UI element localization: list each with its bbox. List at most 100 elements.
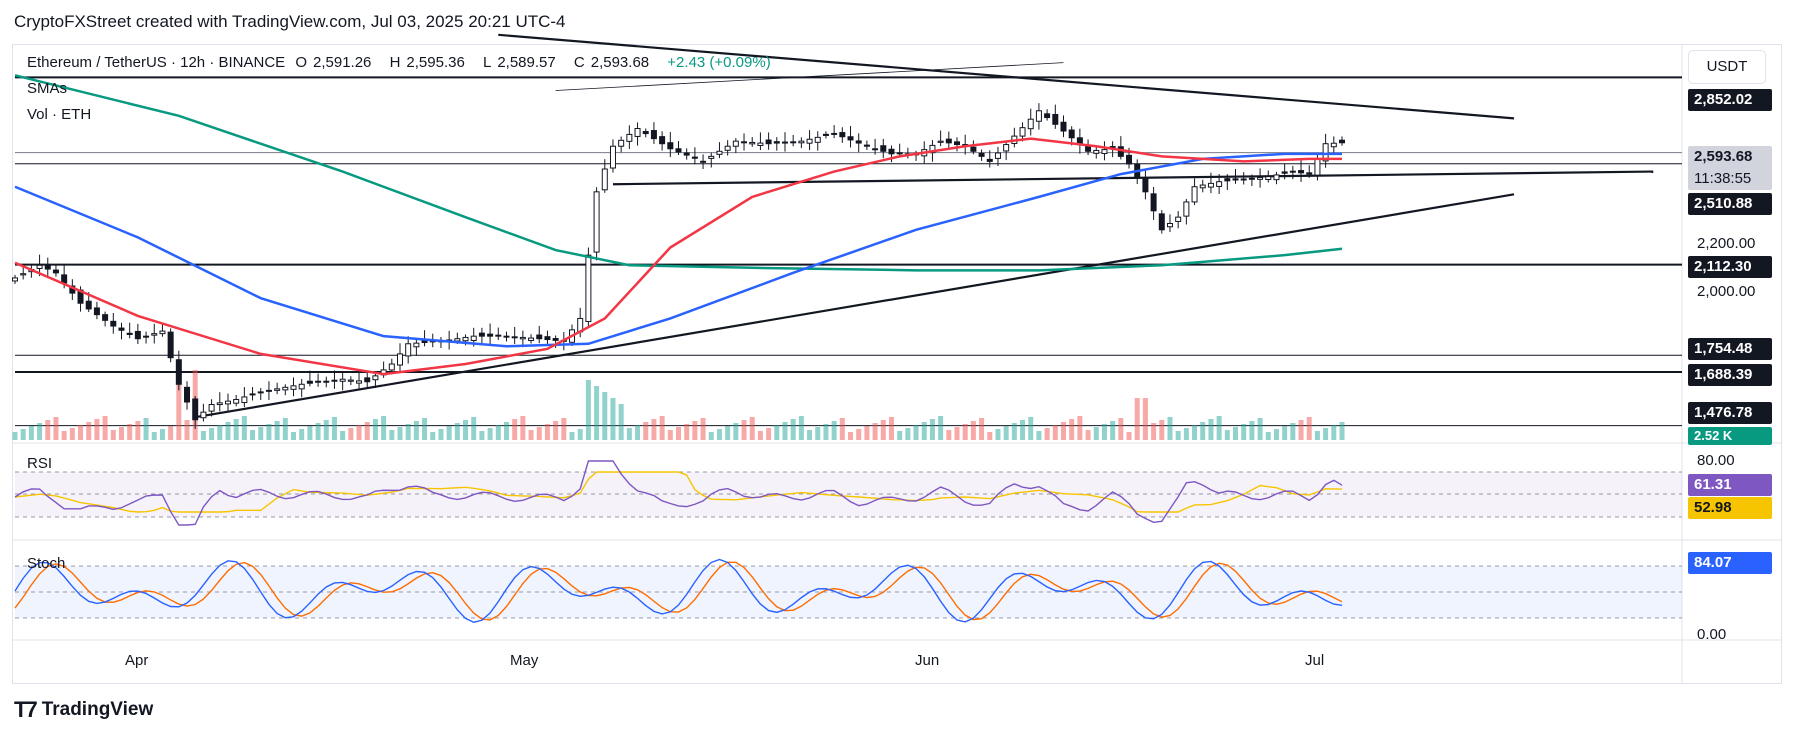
volume-legend[interactable]: Vol · ETH <box>27 106 92 123</box>
candle-body <box>1289 170 1296 173</box>
candle-body <box>593 191 600 253</box>
candle-body <box>896 152 903 155</box>
candle-body <box>44 264 51 270</box>
volume-bar <box>258 427 264 440</box>
volume-bar <box>864 426 870 440</box>
candle-body <box>773 141 780 144</box>
candle-body <box>700 160 707 163</box>
volume-bar <box>430 432 436 440</box>
volume-bar <box>331 417 337 440</box>
candle-body <box>356 380 363 384</box>
candle-body <box>544 336 551 341</box>
volume-bar <box>962 424 968 440</box>
volume-bar <box>250 430 256 440</box>
candle-body <box>1126 154 1133 165</box>
volume-bar <box>774 425 780 440</box>
volume-bar <box>741 420 747 440</box>
candle-body <box>216 402 223 406</box>
volume-bar <box>1020 420 1026 440</box>
candle-body <box>52 269 59 274</box>
smas-legend[interactable]: SMAs <box>27 80 68 97</box>
time-label-apr: Apr <box>125 652 149 669</box>
volume-bar <box>610 398 616 440</box>
candle-body <box>1175 216 1182 222</box>
volume-bar <box>954 427 960 440</box>
volume-bar <box>831 421 837 440</box>
volume-bar <box>684 424 690 440</box>
candle-body <box>1257 176 1264 180</box>
candle-body <box>994 152 1001 159</box>
volume-bar <box>495 425 501 440</box>
sma-line-blue <box>14 152 1342 348</box>
candle-body <box>790 141 797 144</box>
volume-bar <box>528 430 534 440</box>
candle-body <box>495 334 502 337</box>
chart-frame[interactable] <box>12 44 1782 684</box>
volume-bar <box>143 418 149 440</box>
candle-body <box>609 145 616 169</box>
candle-body <box>1232 178 1239 181</box>
volume-bar <box>1306 417 1312 440</box>
volume-bar <box>1093 427 1099 440</box>
time-label-jun: Jun <box>915 652 940 669</box>
volume-bar <box>217 425 223 440</box>
volume-bar <box>626 428 632 440</box>
volume-bar <box>37 423 43 440</box>
candle-body <box>1052 113 1059 125</box>
candle-body <box>585 254 592 322</box>
candle-body <box>1019 127 1026 137</box>
candle-body <box>659 136 666 145</box>
candle-body <box>634 128 641 137</box>
volume-bar <box>1011 423 1017 440</box>
open-value: 2,591.26 <box>313 54 372 71</box>
volume-bar <box>602 392 608 440</box>
volume-bar <box>78 425 84 440</box>
volume-bar <box>405 424 411 440</box>
candle-body <box>650 130 657 140</box>
volume-bar <box>708 432 714 440</box>
rsi-value-badge: 61.31 <box>1688 474 1772 496</box>
candle-body <box>822 133 829 136</box>
volume-bar <box>1282 426 1288 440</box>
candle-body <box>12 277 18 282</box>
candle-body <box>208 404 215 412</box>
horizontal-support-trendline <box>612 170 1654 186</box>
tradingview-logo[interactable]: T7 TradingView <box>14 697 154 722</box>
candle-body <box>1306 172 1313 175</box>
candle-body <box>1273 174 1280 181</box>
currency-button[interactable]: USDT <box>1688 50 1766 84</box>
volume-bar <box>1192 425 1198 440</box>
volume-bar <box>1257 418 1263 440</box>
volume-bar <box>692 421 698 440</box>
volume-bar <box>659 416 665 440</box>
candle-body <box>478 332 485 337</box>
level-badge-1688: 1,688.39 <box>1688 364 1772 386</box>
candle-body <box>175 359 182 385</box>
volume-bar <box>1069 419 1075 440</box>
volume-bar <box>1183 428 1189 440</box>
volume-bar <box>299 429 305 440</box>
candle-body <box>1044 113 1051 119</box>
sma-line-green <box>14 74 1343 272</box>
close-label: C <box>573 54 585 71</box>
volume-bar <box>635 425 641 440</box>
candle-body <box>724 145 731 151</box>
volume-bar <box>1249 421 1255 440</box>
volume-bar <box>979 418 985 440</box>
candle-body <box>274 388 281 391</box>
volume-bar <box>397 427 403 440</box>
time-label-jul: Jul <box>1305 652 1325 669</box>
candle-body <box>732 140 739 147</box>
volume-bar <box>1290 423 1296 440</box>
stoch-k-line <box>14 558 1343 623</box>
candle-body <box>1199 184 1206 189</box>
candle-body <box>36 264 43 269</box>
volume-bar <box>364 422 370 440</box>
volume-bar <box>94 419 100 440</box>
candle-body <box>487 333 494 337</box>
volume-bar <box>929 419 935 440</box>
candle-body <box>61 274 68 284</box>
volume-bar <box>323 420 329 440</box>
candle-body <box>798 140 805 144</box>
